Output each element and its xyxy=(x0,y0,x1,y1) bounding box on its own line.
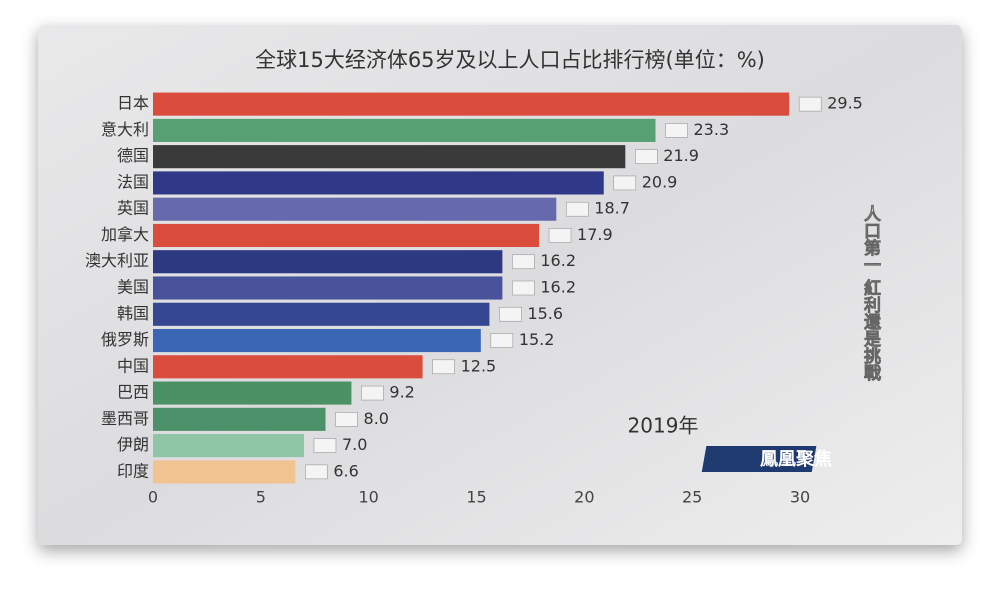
value-label: 9.2 xyxy=(389,383,414,402)
x-tick-label: 5 xyxy=(256,488,266,507)
value-label: 8.0 xyxy=(364,409,389,428)
flag xyxy=(499,306,522,322)
y-tick-label: 法国 xyxy=(117,172,149,191)
y-tick-label: 中国 xyxy=(117,356,149,375)
bar xyxy=(153,171,604,195)
side-caption: 人口第一 紅利還是挑戰 xyxy=(860,205,881,382)
flag xyxy=(361,385,384,401)
bar xyxy=(153,407,326,431)
logo-box xyxy=(701,446,817,472)
flag xyxy=(665,123,688,138)
value-label: 16.2 xyxy=(540,278,576,297)
value-label: 15.2 xyxy=(519,330,555,349)
bar xyxy=(153,276,503,300)
y-tick-label: 巴西 xyxy=(117,383,149,402)
x-tick-label: 25 xyxy=(682,488,702,507)
flag xyxy=(565,201,589,217)
value-label: 21.9 xyxy=(663,146,699,165)
bar xyxy=(153,381,352,405)
x-tick-label: 15 xyxy=(466,488,486,507)
value-label: 23.3 xyxy=(694,120,730,139)
flag xyxy=(335,412,358,427)
bar xyxy=(153,328,481,353)
bar xyxy=(153,434,304,458)
x-tick-label: 30 xyxy=(790,488,810,507)
flag xyxy=(613,175,637,191)
flag xyxy=(490,333,514,348)
bar xyxy=(153,197,557,221)
flag xyxy=(635,149,658,164)
bar xyxy=(153,250,503,274)
x-tick-label: 20 xyxy=(574,488,594,507)
value-label: 12.5 xyxy=(461,356,497,375)
value-label: 16.2 xyxy=(540,251,576,270)
bar xyxy=(153,145,626,169)
y-tick-label: 伊朗 xyxy=(117,435,149,454)
bar xyxy=(153,355,423,379)
y-tick-label: 墨西哥 xyxy=(101,409,149,428)
x-tick-label: 0 xyxy=(148,488,158,507)
flag xyxy=(548,228,572,243)
y-tick-label: 澳大利亚 xyxy=(85,251,149,270)
value-label: 18.7 xyxy=(594,199,630,218)
x-tick-label: 10 xyxy=(358,488,378,507)
value-label: 29.5 xyxy=(827,94,863,113)
logo: 鳳凰聚焦 xyxy=(760,448,832,470)
y-tick-label: 英国 xyxy=(117,199,149,218)
y-tick-label: 德国 xyxy=(117,146,149,165)
flag xyxy=(313,438,337,453)
value-label: 7.0 xyxy=(342,435,367,454)
chart-title: 全球15大经济体65岁及以上人口占比排行榜(单位：%) xyxy=(255,48,765,72)
bar xyxy=(153,223,540,248)
y-tick-label: 加拿大 xyxy=(101,225,149,244)
y-tick-label: 美国 xyxy=(117,278,149,297)
flag xyxy=(798,96,822,112)
value-label: 6.6 xyxy=(333,461,358,480)
y-tick-label: 日本 xyxy=(117,94,149,113)
bar xyxy=(153,302,490,326)
flag xyxy=(305,464,328,480)
y-tick-label: 韩国 xyxy=(117,304,149,323)
bar xyxy=(153,118,656,142)
value-label: 20.9 xyxy=(642,172,678,191)
value-label: 17.9 xyxy=(577,225,613,244)
y-tick-label: 意大利 xyxy=(101,120,149,139)
flag xyxy=(432,359,455,375)
bar xyxy=(153,92,790,116)
flag xyxy=(512,254,535,270)
annotation: 2019年 xyxy=(628,414,699,438)
y-tick-label: 俄罗斯 xyxy=(101,330,149,349)
y-tick-label: 印度 xyxy=(117,461,149,480)
value-label: 15.6 xyxy=(527,304,563,323)
bar xyxy=(153,460,296,484)
flag xyxy=(512,280,535,296)
